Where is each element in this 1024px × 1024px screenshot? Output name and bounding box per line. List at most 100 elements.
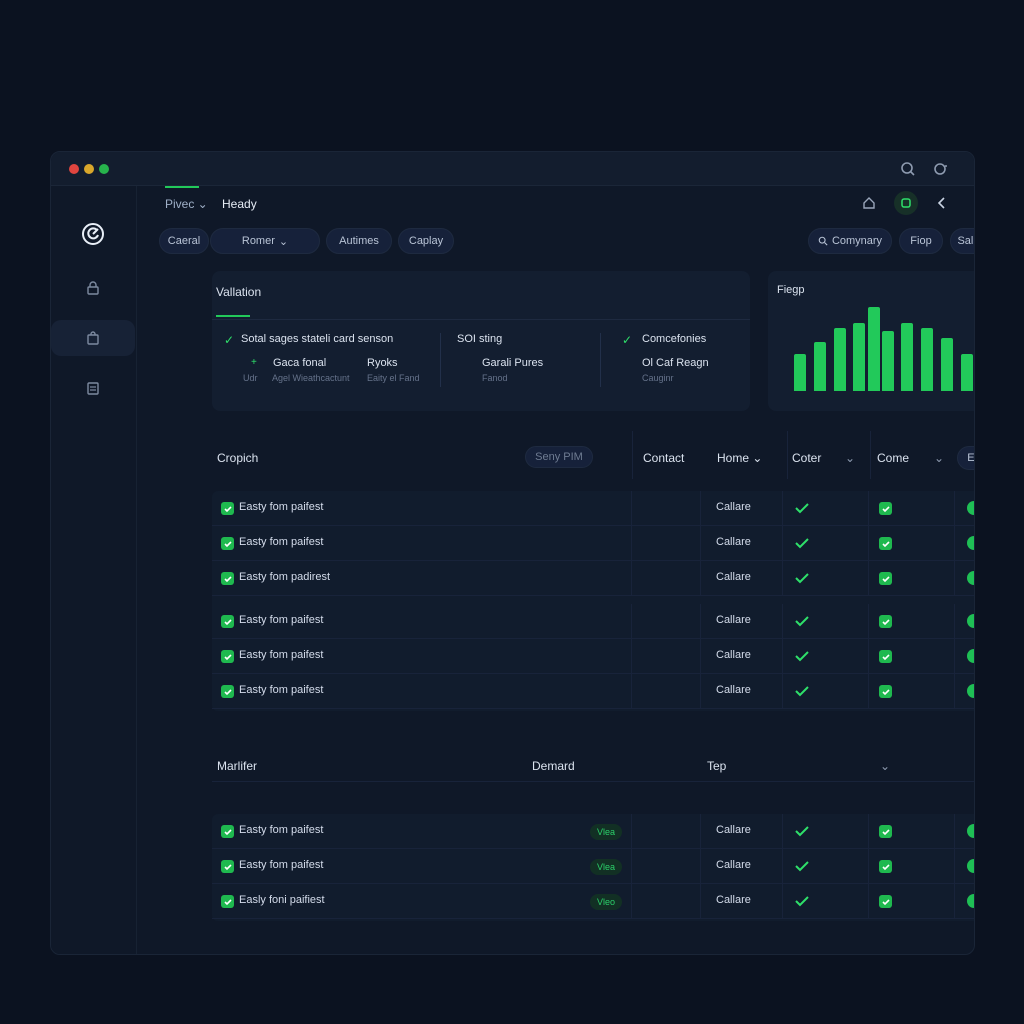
table-title: Cropich [217,451,259,465]
chart-bar [941,338,953,391]
search-icon[interactable] [899,160,917,178]
plus-icon: + [251,357,257,368]
row-checkbox[interactable] [221,860,234,873]
settings-icon[interactable] [931,160,949,178]
row-name: Easty fom paifest [239,649,324,661]
salis-button[interactable]: Salis ⌄ [950,228,974,254]
table-row[interactable]: Easty fom paifest Vlea Callare [212,849,974,884]
filter-pill-3[interactable]: Autimes [326,228,392,254]
col-header-home[interactable]: Home ⌄ [717,451,763,465]
chart-bar [901,323,913,391]
row-checkbox[interactable] [221,825,234,838]
filter-pill-1[interactable]: Caeral [159,228,209,254]
main-content: Pivec ⌄ Heady Caeral Romer ⌄ Autimes Capl… [137,186,974,954]
row-toggle[interactable] [967,536,974,550]
row-checkbox[interactable] [221,895,234,908]
divider [631,849,632,883]
chart-bar [794,354,806,391]
row-status: Callare [716,536,751,548]
row-checkbox[interactable] [879,650,892,663]
chart-bar [882,331,894,391]
row-checkbox[interactable] [221,537,234,550]
chevron-down-icon[interactable]: ⌄ [845,451,856,465]
table-row[interactable]: Easly foni paifiest Vleo Callare [212,884,974,919]
col-header-coter[interactable]: Coter [792,451,822,465]
table-search-input[interactable]: Seny PIM [525,446,593,468]
row-checkbox[interactable] [221,650,234,663]
nav-dropdown[interactable]: Pivec ⌄ [165,197,208,211]
minimize-window-button[interactable] [84,164,94,174]
row-checkbox[interactable] [879,615,892,628]
check-icon [794,536,810,550]
row-checkbox[interactable] [879,895,892,908]
row-checkbox[interactable] [879,572,892,585]
row-checkbox[interactable] [879,685,892,698]
row-name: Easty fom paifest [239,501,324,513]
logo-icon[interactable] [51,216,135,252]
archive-icon[interactable] [51,370,135,406]
table-row[interactable]: Easty fom paifest Callare [212,604,974,639]
divider [954,884,955,918]
row-checkbox[interactable] [879,825,892,838]
chevron-down-icon[interactable]: ⌄ [880,759,891,773]
col-header-demard[interactable]: Demard [532,759,575,773]
app-window: Pivec ⌄ Heady Caeral Romer ⌄ Autimes Capl… [50,151,975,955]
status-icon[interactable] [894,191,918,215]
lock-icon[interactable] [51,270,135,306]
row-toggle[interactable] [967,894,974,908]
divider [700,674,701,708]
row-toggle[interactable] [967,649,974,663]
row-name: Easty fom paifest [239,536,324,548]
table-row[interactable]: Easty fom padirest Callare [212,561,974,596]
row-toggle[interactable] [967,571,974,585]
validation-sub: Gaca fonal [273,357,327,369]
divider [954,604,955,638]
estal-button[interactable]: Estal [957,446,974,470]
home-icon[interactable] [861,195,877,211]
row-checkbox[interactable] [879,860,892,873]
fiop-button[interactable]: Fiop [899,228,943,254]
filter-pill-2[interactable]: Romer ⌄ [210,228,320,254]
row-checkbox[interactable] [879,502,892,515]
close-window-button[interactable] [69,164,79,174]
chevron-left-icon[interactable] [934,195,950,211]
maximize-window-button[interactable] [99,164,109,174]
row-checkbox[interactable] [221,502,234,515]
row-toggle[interactable] [967,684,974,698]
row-checkbox[interactable] [879,537,892,550]
divider [631,526,632,560]
row-toggle[interactable] [967,614,974,628]
row-tag: Vleo [590,894,623,910]
row-toggle[interactable] [967,824,974,838]
filter-pill-4[interactable]: Caplay [398,228,454,254]
table-row[interactable]: Easty fom paifest Callare [212,491,974,526]
bag-icon[interactable] [51,320,135,356]
search-button[interactable]: Comynary [808,228,892,254]
col-header-contact[interactable]: Contact [643,451,685,465]
table-row[interactable]: Easty fom paifest Callare [212,526,974,561]
row-checkbox[interactable] [221,615,234,628]
row-status: Callare [716,649,751,661]
table-row[interactable]: Easty fom paifest Callare [212,674,974,709]
divider [782,849,783,883]
validation-sub: Ryoks [367,357,398,369]
table-row[interactable]: Easty fom paifest Vlea Callare [212,814,974,849]
table-row[interactable]: Easty fom paifest Callare [212,639,974,674]
row-tag: Vlea [590,824,623,840]
col-header-tep[interactable]: Tep [707,759,727,773]
row-name: Easty fom paifest [239,614,324,626]
row-toggle[interactable] [967,859,974,873]
chart-bar [921,328,933,391]
col-header-come[interactable]: Come [877,451,910,465]
check-icon [794,894,810,908]
validation-item-title: SOI sting [457,333,503,345]
col-header-marlifer[interactable]: Marlifer [217,759,258,773]
row-checkbox[interactable] [221,685,234,698]
row-name: Easty fom padirest [239,571,331,583]
chevron-down-icon[interactable]: ⌄ [934,451,945,465]
row-toggle[interactable] [967,501,974,515]
divider [868,639,869,673]
chart-bar [834,328,846,391]
row-status: Callare [716,684,751,696]
row-checkbox[interactable] [221,572,234,585]
